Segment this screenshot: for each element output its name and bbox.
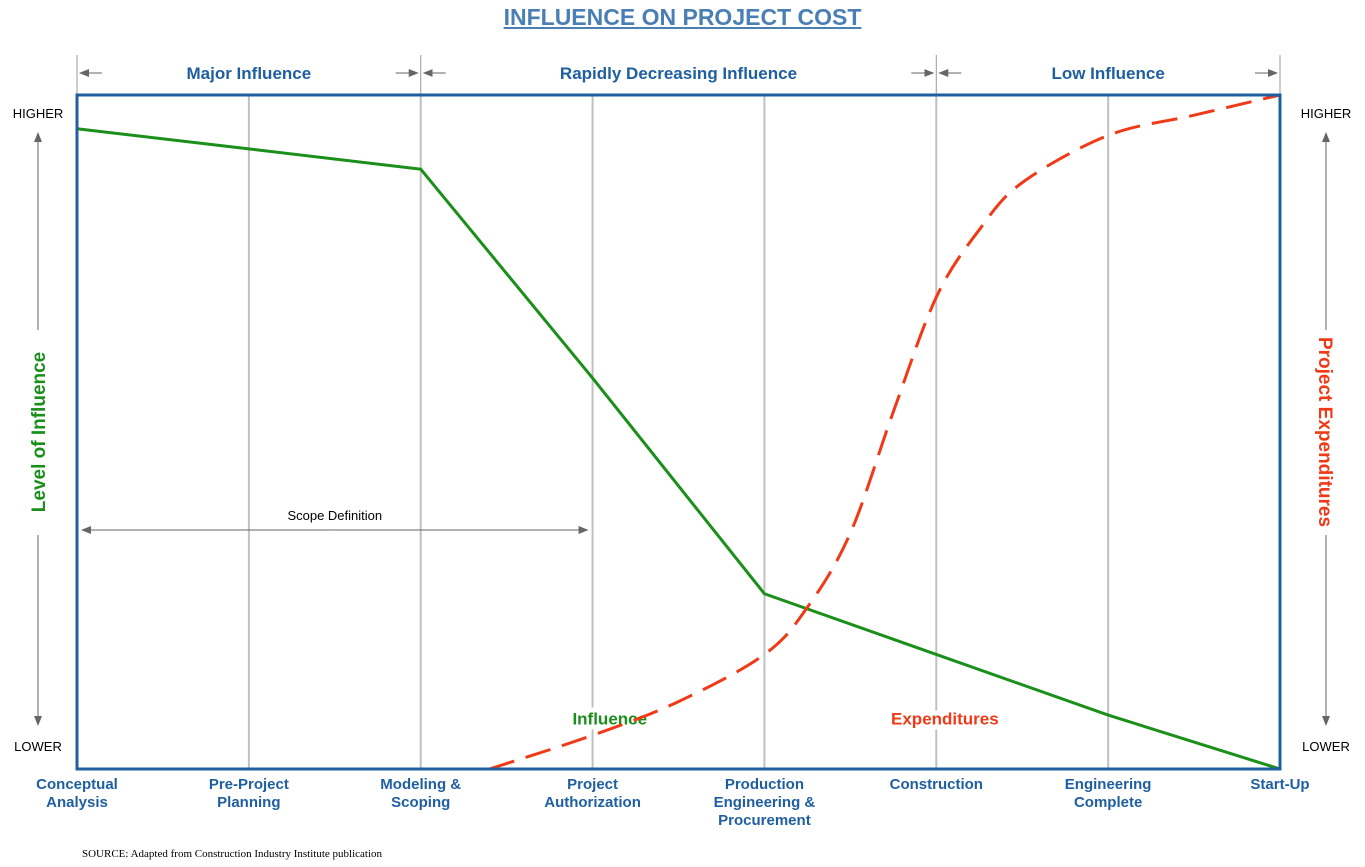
phase-label: Rapidly Decreasing Influence — [560, 64, 797, 83]
plot-frame — [75, 93, 1282, 771]
x-tick-label: Pre-Project Planning — [209, 776, 289, 811]
x-tick-label: Conceptual Analysis — [36, 776, 118, 811]
phase-label: Major Influence — [187, 64, 312, 83]
right-axis-title: Project Expenditures — [1314, 337, 1335, 527]
scope-definition: Scope Definition — [81, 508, 589, 534]
influence-line — [76, 127, 1281, 771]
axis-bottom-label: LOWER — [1302, 739, 1350, 754]
axis-top-label: HIGHER — [1301, 106, 1352, 121]
source-note: SOURCE: Adapted from Construction Indust… — [82, 848, 383, 860]
gridlines — [247, 95, 1110, 769]
left-axis-title: Level of Influence — [29, 352, 50, 512]
x-tick-label: Start-Up — [1250, 776, 1309, 793]
x-tick-label: Production Engineering & Procurement — [714, 776, 816, 829]
series-label: Influence — [572, 710, 647, 729]
x-tick-label: Construction — [890, 776, 983, 793]
phase-bar: Major Influence Rapidly Decreasing Influe… — [76, 55, 1281, 95]
axes: HIGHER LOWER HIGHER LOWER Level of Influence… — [13, 106, 1352, 754]
scope-label: Scope Definition — [287, 508, 382, 523]
x-axis-labels: Conceptual Analysis Pre-Project Planning Mod… — [36, 776, 1309, 829]
chart-title: INFLUENCE ON PROJECT COST — [503, 4, 862, 30]
axis-top-label: HIGHER — [13, 106, 64, 121]
expenditures-line — [488, 93, 1281, 771]
phase-label: Low Influence — [1051, 64, 1164, 83]
series-label: Expenditures — [891, 710, 999, 729]
x-tick-label: Project Authorization — [544, 776, 641, 811]
x-tick-label: Modeling & Scoping — [380, 776, 461, 811]
x-tick-label: Engineering Complete — [1065, 776, 1152, 811]
axis-bottom-label: LOWER — [14, 739, 62, 754]
